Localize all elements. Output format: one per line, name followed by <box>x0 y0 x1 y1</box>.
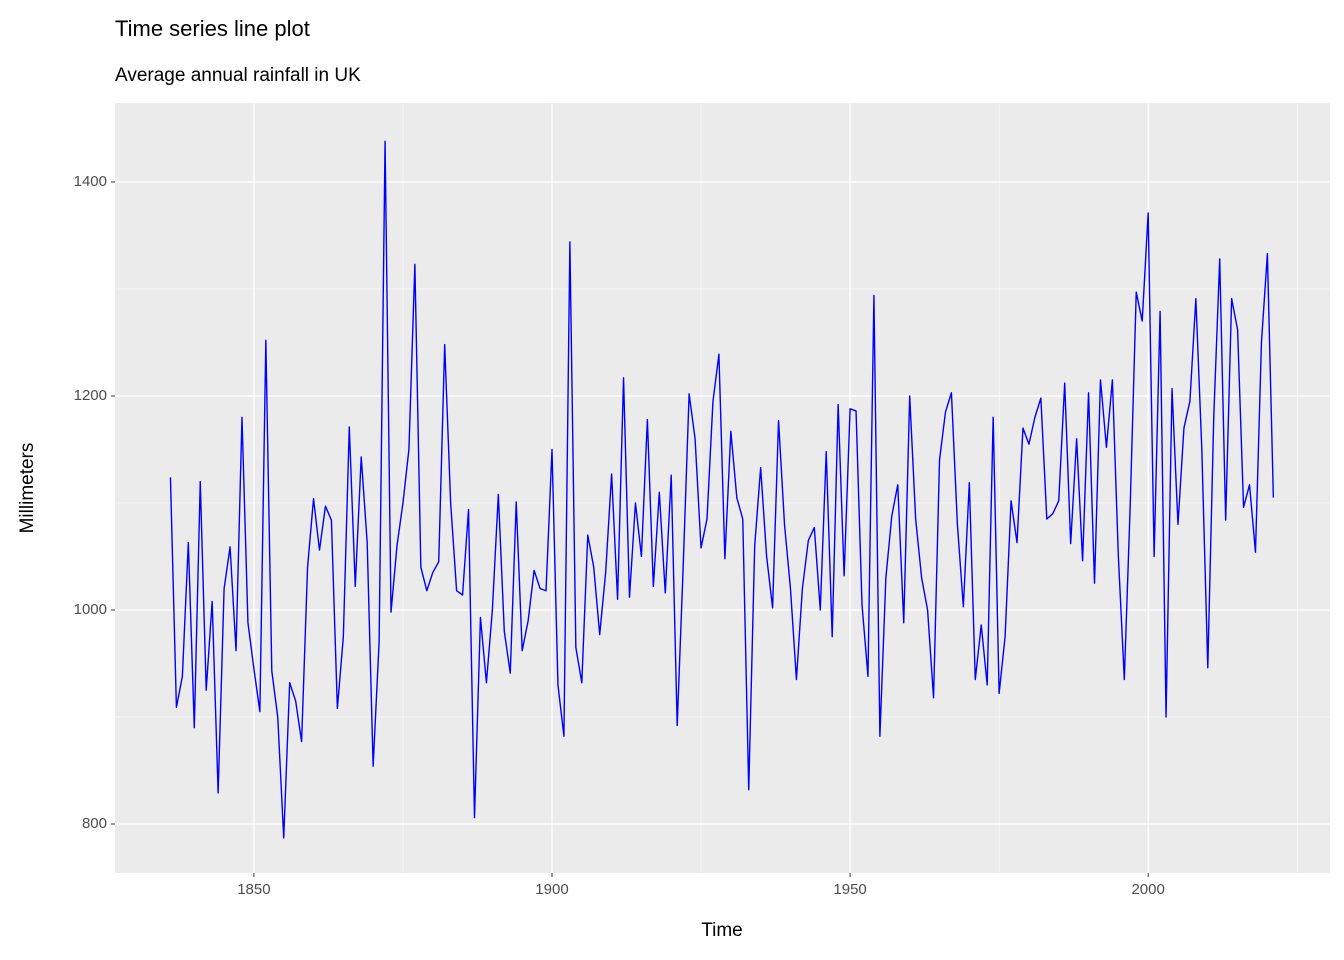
data-line <box>169 140 1275 839</box>
y-axis-title: Millimeters <box>17 443 38 534</box>
x-axis-title: Time <box>701 920 743 941</box>
chart-title: Time series line plot <box>115 16 310 41</box>
y-tick-label: 1000 <box>74 601 107 618</box>
y-tick-label: 800 <box>82 815 107 832</box>
chart-subtitle: Average annual rainfall in UK <box>115 65 361 86</box>
x-tick-label: 2000 <box>1131 881 1164 898</box>
y-tick-label: 1400 <box>74 173 107 190</box>
x-tick-label: 1900 <box>535 881 568 898</box>
x-tick-label: 1950 <box>833 881 866 898</box>
y-tick-label: 1200 <box>74 387 107 404</box>
x-tick-label: 1850 <box>237 881 270 898</box>
